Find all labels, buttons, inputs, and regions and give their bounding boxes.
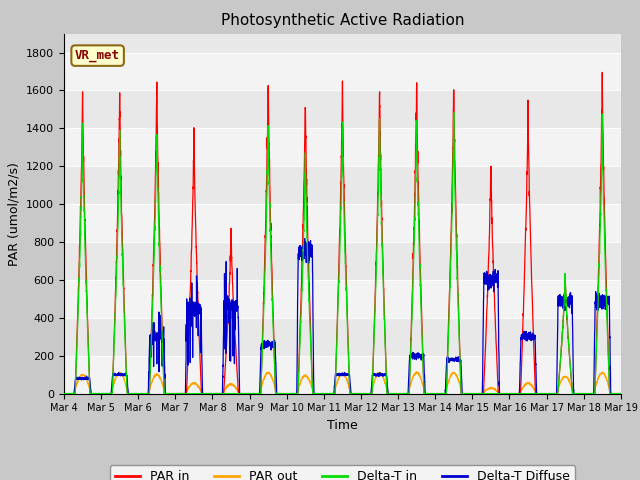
Bar (64, 356, 621, 394)
X-axis label: Time: Time (327, 419, 358, 432)
Bar (64, 52, 621, 90)
Legend: PAR in, PAR out, Delta-T in, Delta-T Diffuse: PAR in, PAR out, Delta-T in, Delta-T Dif… (109, 465, 575, 480)
Title: Photosynthetic Active Radiation: Photosynthetic Active Radiation (221, 13, 464, 28)
Y-axis label: PAR (umol/m2/s): PAR (umol/m2/s) (8, 162, 20, 265)
Bar (64, 280, 621, 318)
Bar (64, 204, 621, 242)
Bar (64, 128, 621, 166)
Text: VR_met: VR_met (75, 49, 120, 62)
